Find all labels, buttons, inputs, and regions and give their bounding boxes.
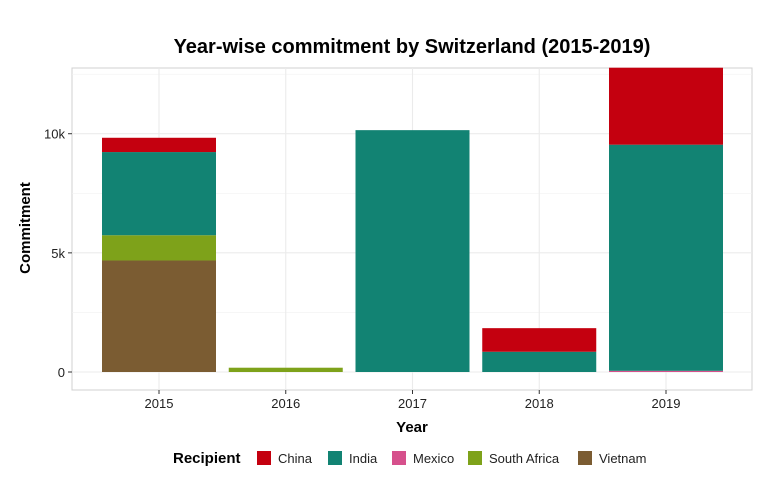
y-axis-title: Commitment xyxy=(17,182,34,274)
legend-label-china: China xyxy=(278,451,313,466)
bar-segment-india-2017 xyxy=(355,130,470,372)
bar-segment-mexico-2019 xyxy=(609,370,723,372)
legend-label-vietnam: Vietnam xyxy=(599,451,646,466)
bar-segment-china-2015 xyxy=(102,137,216,153)
legend-label-india: India xyxy=(349,451,378,466)
y-tick-label: 5k xyxy=(51,246,65,261)
bar-segment-south-africa-2016 xyxy=(228,367,343,372)
legend-label-mexico: Mexico xyxy=(413,451,454,466)
bar-segment-china-2019 xyxy=(609,67,723,145)
bar-segment-india-2019 xyxy=(609,144,723,371)
legend-swatch-china xyxy=(257,451,271,465)
x-axis-title: Year xyxy=(396,419,428,436)
legend-swatch-mexico xyxy=(392,451,406,465)
x-tick-label: 2019 xyxy=(652,396,681,411)
legend-title: Recipient xyxy=(173,450,241,467)
bar-segment-india-2018 xyxy=(482,351,597,372)
legend-swatch-vietnam xyxy=(578,451,592,465)
legend-swatch-india xyxy=(328,451,342,465)
bar-segment-china-2018 xyxy=(482,328,597,352)
x-tick-label: 2016 xyxy=(271,396,300,411)
y-tick-label: 10k xyxy=(44,127,65,142)
bar-segment-south-africa-2015 xyxy=(102,235,216,261)
legend-label-south-africa: South Africa xyxy=(489,451,560,466)
chart-title: Year-wise commitment by Switzerland (201… xyxy=(174,36,651,58)
legend-swatch-south-africa xyxy=(468,451,482,465)
bar-segment-india-2015 xyxy=(102,152,216,236)
x-tick-label: 2018 xyxy=(525,396,554,411)
x-tick-label: 2015 xyxy=(145,396,174,411)
x-tick-label: 2017 xyxy=(398,396,427,411)
bar-segment-vietnam-2015 xyxy=(102,260,216,372)
y-tick-label: 0 xyxy=(58,365,65,380)
